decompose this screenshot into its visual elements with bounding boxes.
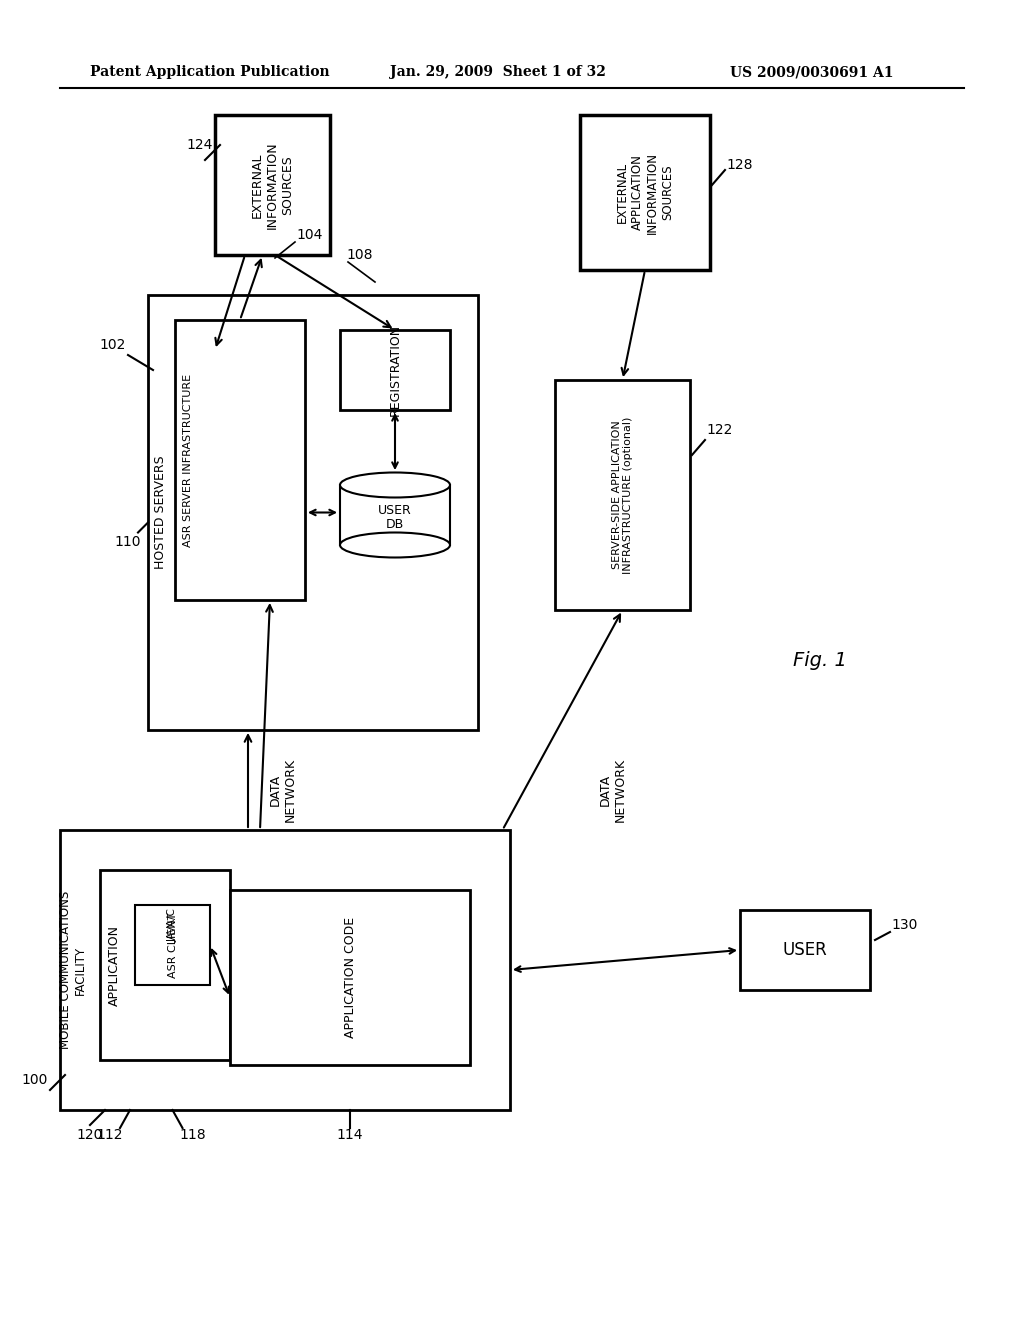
Text: APPLICATION: APPLICATION	[108, 924, 121, 1006]
Bar	[580, 115, 710, 271]
Text: 130: 130	[892, 917, 919, 932]
Ellipse shape	[340, 473, 450, 498]
Text: USER: USER	[782, 941, 827, 960]
Text: DATA
NETWORK: DATA NETWORK	[598, 758, 627, 822]
Text: Patent Application Publication: Patent Application Publication	[90, 65, 330, 79]
Text: HOSTED SERVERS: HOSTED SERVERS	[155, 455, 168, 569]
Text: SERVER-SIDE APPLICATION
INFRASTRUCTURE (optional): SERVER-SIDE APPLICATION INFRASTRUCTURE (…	[611, 416, 633, 574]
Bar	[555, 380, 690, 610]
Text: 120: 120	[77, 1129, 103, 1142]
Text: 112: 112	[96, 1129, 123, 1142]
Text: Jan. 29, 2009  Sheet 1 of 32: Jan. 29, 2009 Sheet 1 of 32	[390, 65, 606, 79]
Ellipse shape	[340, 532, 450, 557]
Bar	[175, 319, 305, 601]
Bar	[215, 115, 330, 255]
Text: 110: 110	[115, 536, 141, 549]
Text: JAVA/C: JAVA/C	[168, 908, 177, 942]
Bar	[740, 909, 870, 990]
Text: EXTERNAL
INFORMATION
SOURCES: EXTERNAL INFORMATION SOURCES	[251, 141, 294, 228]
Text: 122: 122	[707, 422, 733, 437]
Bar	[135, 906, 210, 985]
Bar	[340, 484, 450, 545]
Text: APPLICATION CODE: APPLICATION CODE	[343, 917, 356, 1038]
Text: 100: 100	[22, 1073, 48, 1086]
Text: Fig. 1: Fig. 1	[793, 651, 847, 669]
Text: USER
DB: USER DB	[378, 503, 412, 532]
Text: REGISTRATION: REGISTRATION	[388, 323, 401, 416]
Bar	[340, 330, 450, 411]
Text: DATA
NETWORK: DATA NETWORK	[269, 758, 297, 822]
Text: 124: 124	[186, 139, 213, 152]
Text: 128: 128	[727, 158, 754, 172]
Text: 114: 114	[337, 1129, 364, 1142]
Text: EXTERNAL
APPLICATION
INFORMATION
SOURCES: EXTERNAL APPLICATION INFORMATION SOURCES	[616, 152, 674, 234]
Text: 104: 104	[297, 228, 324, 242]
Text: ASR CLIENT: ASR CLIENT	[168, 912, 177, 978]
Bar	[148, 294, 478, 730]
Text: 102: 102	[99, 338, 126, 352]
Bar	[60, 830, 510, 1110]
Text: US 2009/0030691 A1: US 2009/0030691 A1	[730, 65, 894, 79]
Text: 118: 118	[179, 1129, 206, 1142]
Text: 108: 108	[347, 248, 374, 261]
Bar	[230, 890, 470, 1065]
Bar	[100, 870, 230, 1060]
Text: MOBILE COMMUNICATIONS
FACILITY: MOBILE COMMUNICATIONS FACILITY	[59, 891, 87, 1049]
Text: ASR SERVER INFRASTRUCTURE: ASR SERVER INFRASTRUCTURE	[183, 374, 193, 546]
